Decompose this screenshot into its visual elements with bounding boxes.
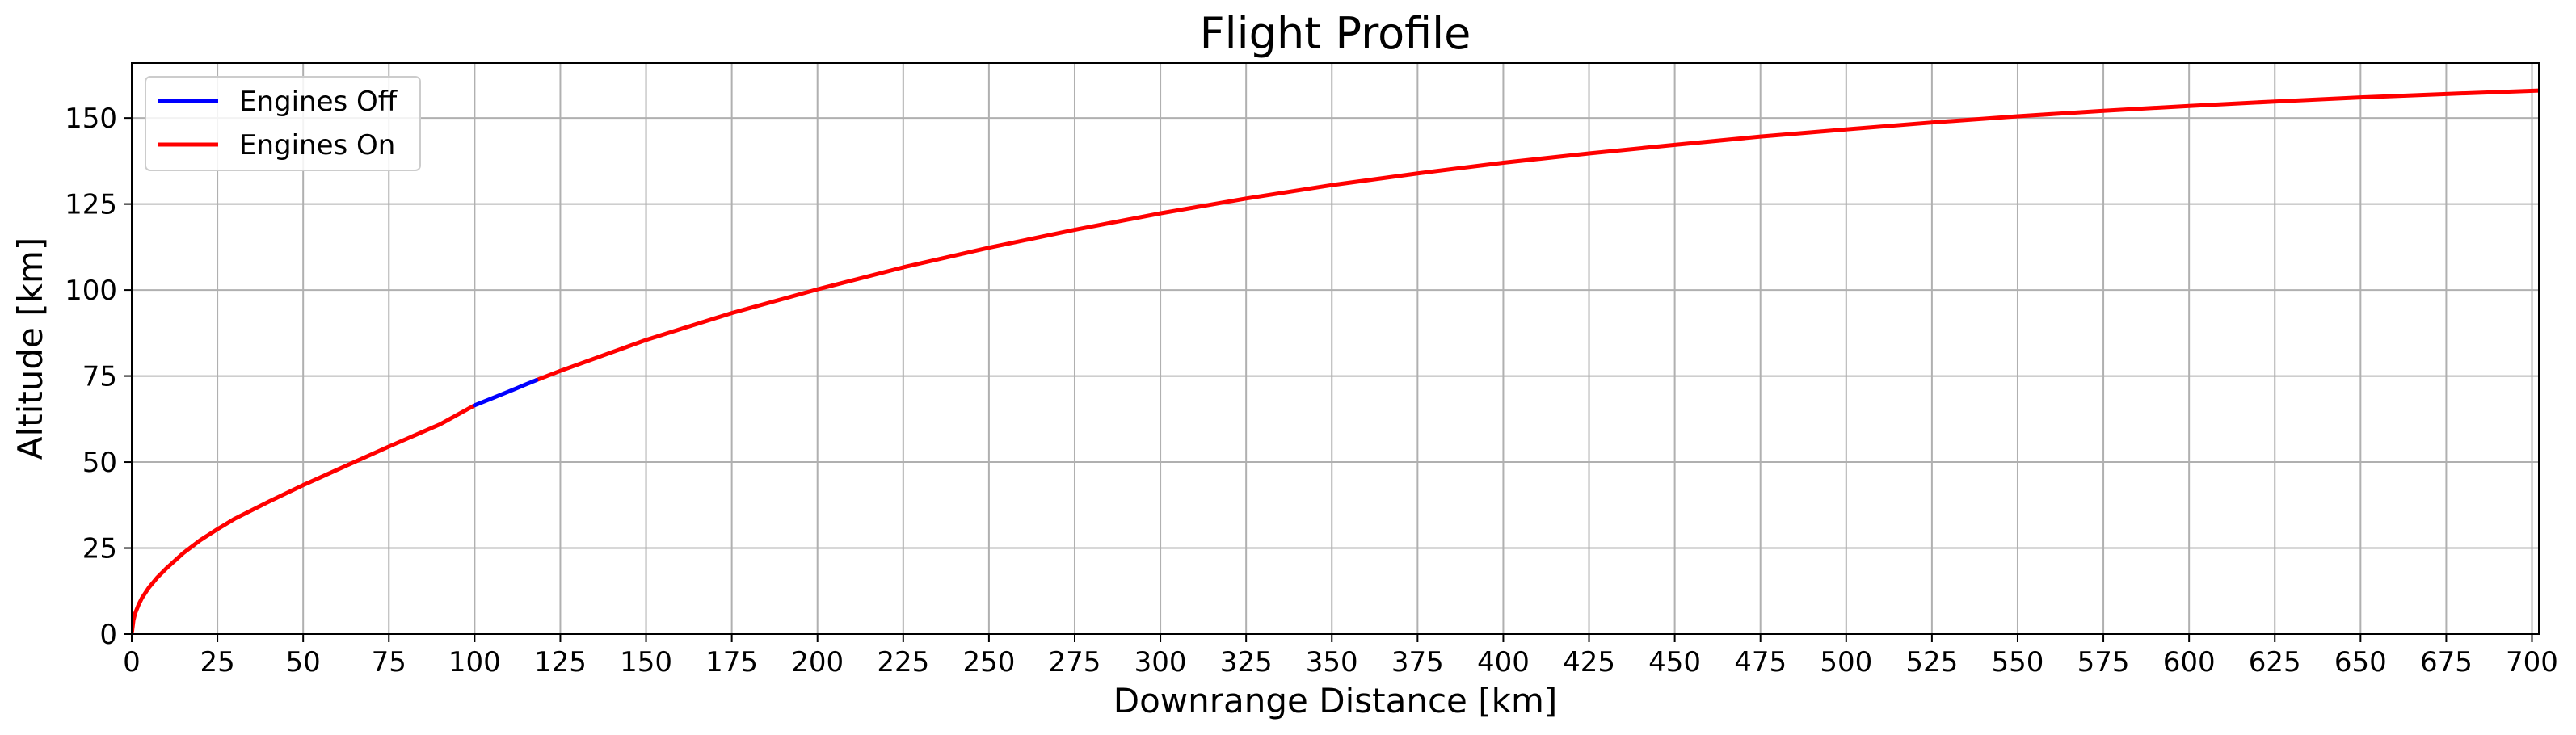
x-tick-label: 500 [1820, 646, 1872, 678]
x-tick-label: 325 [1220, 646, 1273, 678]
y-tick-label: 75 [82, 361, 117, 393]
y-axis-title: Altitude [km] [11, 237, 50, 460]
x-tick-label: 75 [372, 646, 406, 678]
y-tick-label: 25 [82, 533, 117, 565]
x-tick-label: 475 [1734, 646, 1787, 678]
legend-label-engines-off: Engines Off [239, 86, 398, 118]
x-axis-title: Downrange Distance [km] [1113, 681, 1558, 720]
x-tick-label: 600 [2163, 646, 2216, 678]
x-tick-label: 650 [2334, 646, 2387, 678]
legend: Engines Off Engines On [145, 76, 421, 171]
x-tick-label: 675 [2420, 646, 2473, 678]
y-tick-label: 150 [65, 103, 117, 135]
series-line-engines-on [534, 88, 2539, 383]
y-tick-label: 125 [65, 189, 117, 221]
plot-frame [131, 62, 2540, 635]
chart-title: Flight Profile [1200, 8, 1471, 59]
y-tick-label: 0 [99, 619, 117, 651]
series-lines [132, 88, 2539, 634]
x-tick-label: 550 [1992, 646, 2044, 678]
x-tick-label: 150 [620, 646, 672, 678]
x-tick-label: 275 [1049, 646, 1101, 678]
y-tick-label: 100 [65, 275, 117, 307]
x-tick-label: 375 [1391, 646, 1444, 678]
series-line-engines-on [132, 403, 477, 634]
x-tick-label: 300 [1134, 646, 1187, 678]
x-tick-label: 250 [962, 646, 1015, 678]
x-tick-label: 700 [2506, 646, 2558, 678]
x-tick-label: 350 [1306, 646, 1358, 678]
y-tick-label: 50 [82, 447, 117, 479]
x-tick-label: 200 [791, 646, 844, 678]
series-line-engines-off [472, 378, 539, 408]
x-tick-label: 225 [877, 646, 929, 678]
x-tick-label: 50 [286, 646, 321, 678]
x-tick-label: 0 [123, 646, 141, 678]
x-tick-label: 125 [534, 646, 587, 678]
legend-label-engines-on: Engines On [239, 129, 395, 162]
x-tick-label: 575 [2077, 646, 2130, 678]
x-tick-label: 400 [1477, 646, 1530, 678]
x-tick-label: 525 [1905, 646, 1958, 678]
axis-ticks: 0 25 50 75 100 125 150 175 200 225 250 275 300 325 350… [65, 103, 2558, 678]
x-tick-label: 450 [1648, 646, 1701, 678]
x-tick-label: 175 [705, 646, 758, 678]
x-tick-label: 25 [200, 646, 234, 678]
x-tick-label: 625 [2249, 646, 2301, 678]
x-tick-label: 425 [1563, 646, 1615, 678]
x-tick-label: 100 [448, 646, 501, 678]
